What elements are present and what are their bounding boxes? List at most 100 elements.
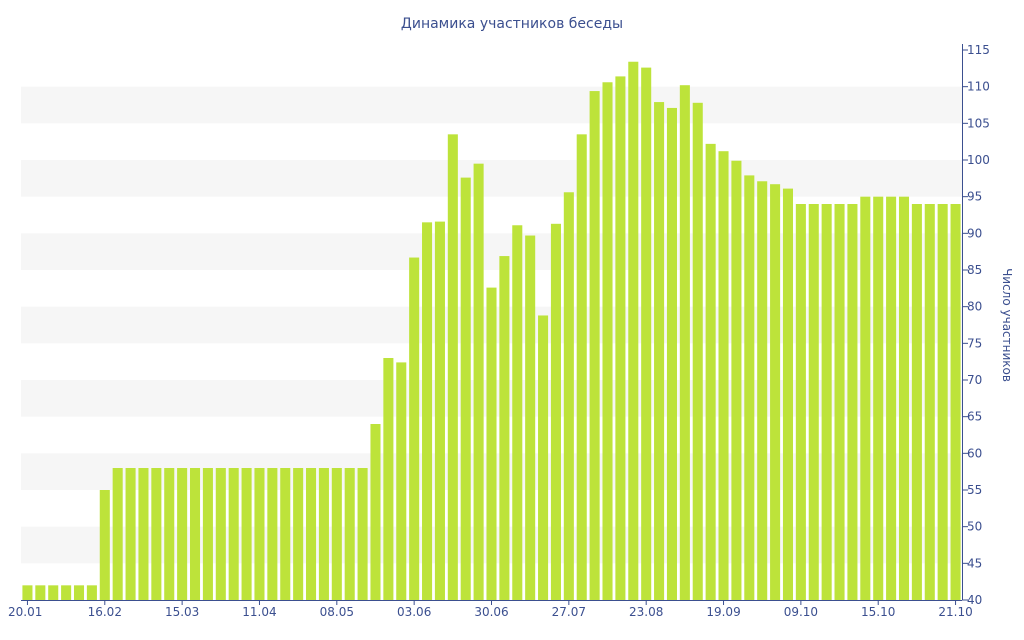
bar — [924, 204, 935, 600]
bar — [447, 134, 458, 601]
bar — [770, 184, 781, 600]
bar — [267, 468, 278, 600]
bar — [499, 256, 510, 600]
bar — [434, 221, 445, 600]
bar — [525, 235, 536, 601]
bar — [202, 468, 213, 600]
x-tick-label: 23.08 — [629, 605, 663, 619]
bar — [228, 468, 239, 600]
y-tick-label: 80 — [967, 300, 982, 314]
y-axis-label: Число участников — [1000, 268, 1014, 382]
bar — [35, 585, 46, 600]
bar — [563, 192, 574, 600]
bar — [679, 85, 690, 600]
bar — [22, 585, 33, 600]
x-tick-label: 30.06 — [474, 605, 508, 619]
bar — [48, 585, 59, 600]
bar — [473, 163, 484, 600]
y-tick-label: 70 — [967, 373, 982, 387]
x-tick-label: 08.05 — [320, 605, 354, 619]
bar — [460, 177, 471, 600]
bar — [383, 358, 394, 600]
bar — [61, 585, 72, 600]
x-tick-label: 21.10 — [938, 605, 972, 619]
bar — [344, 468, 355, 600]
bar — [306, 468, 317, 600]
bar — [886, 196, 897, 600]
bar — [177, 468, 188, 600]
bar — [782, 188, 794, 600]
bar — [834, 204, 845, 600]
bar — [138, 468, 149, 600]
y-tick-label: 85 — [967, 263, 982, 277]
bar — [898, 196, 910, 600]
x-tick-label: 09.10 — [784, 605, 818, 619]
y-tick-label: 100 — [967, 153, 990, 167]
x-tick-label: 27.07 — [552, 605, 586, 619]
x-tick-label: 20.01 — [8, 605, 42, 619]
bar — [125, 468, 136, 600]
bar — [512, 225, 523, 600]
grid-band — [21, 160, 962, 197]
bar — [860, 196, 871, 600]
y-tick-label: 60 — [967, 446, 982, 460]
y-tick-label: 90 — [967, 226, 982, 240]
bar — [576, 134, 587, 601]
bar — [422, 222, 433, 601]
bar — [705, 143, 716, 600]
x-tick-label: 16.02 — [88, 605, 122, 619]
bar — [589, 91, 600, 601]
bar — [666, 107, 677, 600]
bar — [602, 82, 613, 601]
bars — [22, 61, 961, 601]
bar — [641, 67, 652, 601]
y-tick-label: 95 — [967, 190, 982, 204]
bar — [821, 204, 832, 600]
bar — [254, 468, 265, 600]
x-tick-label: 19.09 — [706, 605, 740, 619]
bar — [318, 468, 329, 600]
bar — [293, 468, 304, 600]
bar — [950, 204, 961, 600]
bar — [718, 151, 729, 600]
bar — [409, 257, 420, 600]
x-axis: 20.01 16.02 15.03 11.04 08.05 03.06 30.06 27.07… — [8, 600, 973, 619]
bar — [241, 468, 252, 600]
bar — [486, 287, 497, 600]
bar — [847, 204, 858, 600]
bar — [164, 468, 175, 600]
y-tick-label: 40 — [967, 593, 982, 607]
x-tick-label: 03.06 — [397, 605, 431, 619]
bar — [370, 424, 381, 600]
y-tick-label: 75 — [967, 336, 982, 350]
y-tick-label: 55 — [967, 483, 982, 497]
y-tick-label: 110 — [967, 80, 990, 94]
bar — [331, 468, 342, 600]
y-tick-label: 105 — [967, 116, 990, 130]
bar — [757, 181, 768, 600]
y-axis: 40 45 50 55 60 65 70 75 80 85 90 95 100 105 110 115 — [962, 43, 990, 607]
grid-band — [21, 233, 962, 270]
x-tick-label: 11.04 — [242, 605, 276, 619]
bar — [692, 102, 703, 601]
y-tick-label: 65 — [967, 410, 982, 424]
bar — [189, 468, 201, 600]
bar — [654, 102, 665, 601]
chart-title: Динамика участников беседы — [401, 16, 623, 32]
bar — [396, 362, 407, 600]
bar — [808, 204, 819, 600]
grid-band — [21, 86, 962, 124]
bar — [112, 468, 123, 600]
bar — [937, 204, 948, 600]
bar — [73, 585, 85, 600]
bar — [628, 61, 639, 600]
bar — [744, 175, 755, 600]
x-tick-label: 15.10 — [861, 605, 895, 619]
bar — [151, 468, 162, 600]
bar — [911, 204, 922, 600]
bar — [86, 585, 97, 600]
bar — [215, 468, 226, 600]
y-tick-label: 115 — [967, 43, 990, 57]
bar — [615, 76, 626, 600]
